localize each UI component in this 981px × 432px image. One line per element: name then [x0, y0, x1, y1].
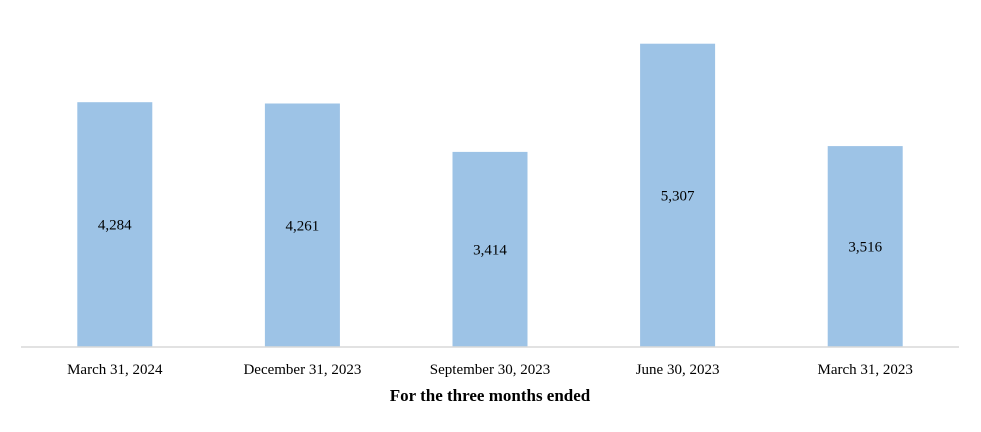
x-tick-label-march-31-2023: March 31, 2023: [817, 362, 912, 378]
bar-june-30-2023: [640, 43, 716, 347]
x-tick-label-september-30-2023: September 30, 2023: [430, 362, 550, 378]
x-tick-label-june-30-2023: June 30, 2023: [636, 362, 720, 378]
data-labels-layer: 4,284 4,261 3,414 5,307 3,516: [98, 188, 883, 258]
bar-december-31-2023: [264, 103, 340, 347]
bars-layer: [77, 43, 903, 347]
data-label-june-30-2023: 5,307: [661, 188, 695, 204]
bar-september-30-2023: [452, 151, 528, 347]
bar-march-31-2023: [827, 146, 903, 347]
x-axis-title: For the three months ended: [390, 386, 591, 405]
data-label-march-31-2023: 3,516: [848, 240, 882, 256]
data-label-september-30-2023: 3,414: [473, 243, 507, 259]
data-label-december-31-2023: 4,261: [286, 218, 320, 234]
x-tick-label-march-31-2024: March 31, 2024: [67, 362, 163, 378]
x-tick-labels-layer: March 31, 2024 December 31, 2023 September…: [67, 362, 913, 378]
x-tick-label-december-31-2023: December 31, 2023: [243, 362, 361, 378]
bar-march-31-2024: [77, 102, 153, 347]
data-label-march-31-2024: 4,284: [98, 218, 132, 234]
